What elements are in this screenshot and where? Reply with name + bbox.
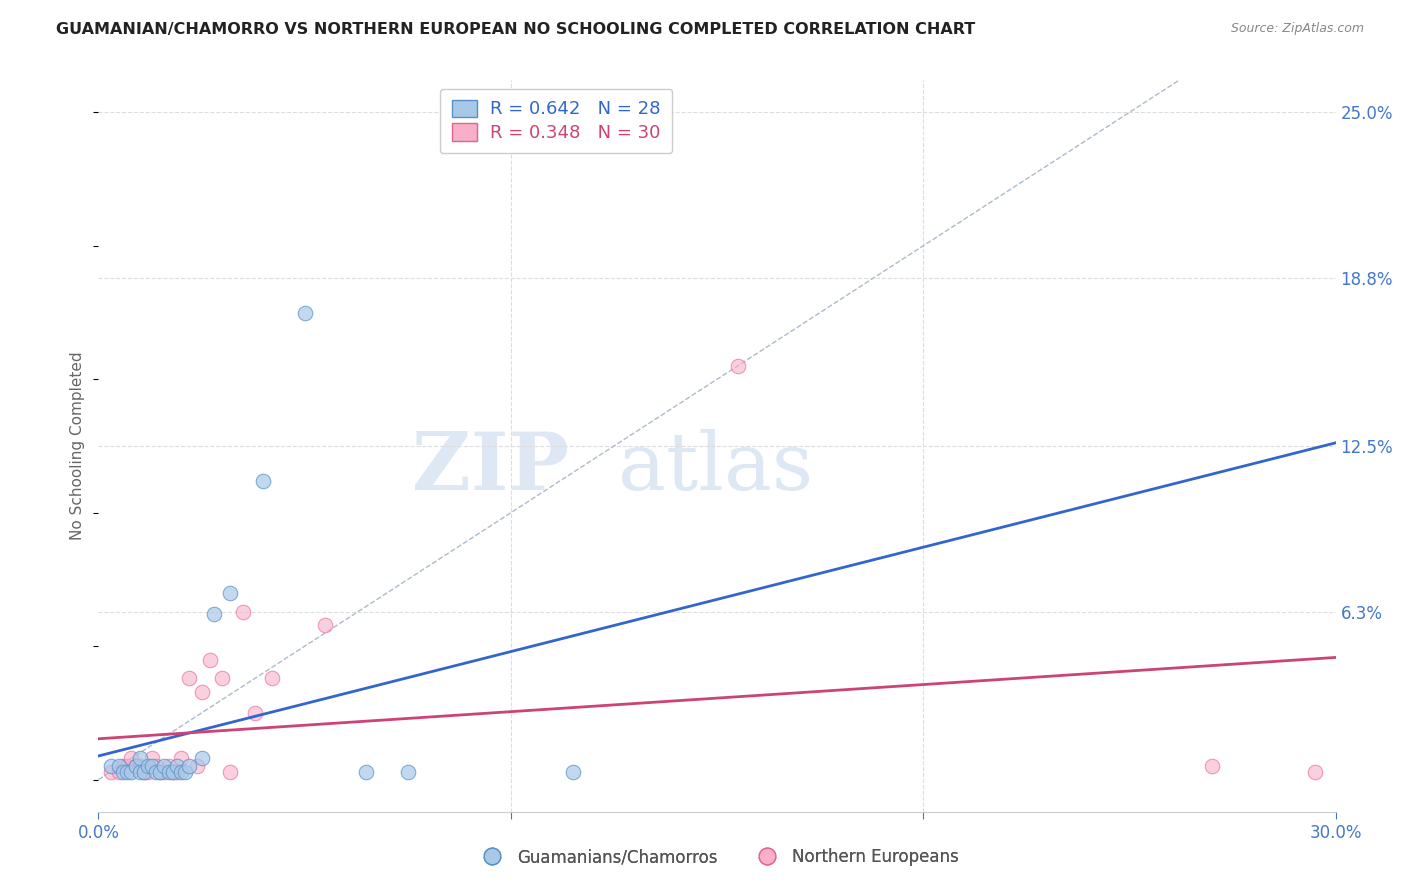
Text: atlas: atlas (619, 429, 813, 507)
Point (153, 764, 176, 779)
Point (100, 759, 122, 773)
Point (396, 764, 419, 779)
Point (170, 764, 193, 779)
Point (314, 618, 336, 632)
Point (179, 671, 201, 685)
Point (162, 764, 184, 779)
Point (141, 751, 163, 765)
Point (260, 671, 283, 685)
Point (174, 764, 197, 779)
Point (561, 764, 583, 779)
Point (219, 586, 242, 600)
Text: GUAMANIAN/CHAMORRO VS NORTHERN EUROPEAN NO SCHOOLING COMPLETED CORRELATION CHART: GUAMANIAN/CHAMORRO VS NORTHERN EUROPEAN … (56, 22, 976, 37)
Point (145, 764, 167, 779)
Point (727, 359, 749, 373)
Legend: Guamanians/Chamorros, Northern Europeans: Guamanians/Chamorros, Northern Europeans (468, 841, 966, 873)
Point (124, 759, 146, 773)
Point (1303, 764, 1326, 779)
Point (190, 751, 212, 765)
Point (166, 759, 188, 773)
Point (112, 764, 135, 779)
Point (186, 759, 208, 773)
Point (136, 764, 159, 779)
Point (112, 759, 135, 773)
Point (170, 751, 193, 765)
Point (108, 764, 131, 779)
Point (211, 671, 233, 685)
Point (108, 759, 131, 773)
Point (124, 759, 146, 773)
Point (117, 764, 139, 779)
Point (166, 764, 188, 779)
Point (132, 764, 155, 779)
Point (120, 751, 142, 765)
Point (219, 764, 242, 779)
Point (157, 759, 180, 773)
Point (117, 759, 139, 773)
Point (145, 759, 167, 773)
Point (132, 764, 155, 779)
Point (128, 764, 150, 779)
Point (120, 764, 142, 779)
Point (162, 764, 184, 779)
Point (157, 764, 180, 779)
Point (128, 751, 150, 765)
Point (100, 764, 122, 779)
Point (294, 305, 316, 319)
Point (190, 684, 212, 698)
Point (128, 759, 150, 773)
Text: Source: ZipAtlas.com: Source: ZipAtlas.com (1230, 22, 1364, 36)
Point (202, 607, 225, 622)
Point (136, 759, 159, 773)
Point (232, 605, 254, 619)
Text: ZIP: ZIP (412, 429, 568, 507)
Point (153, 759, 176, 773)
Point (252, 474, 274, 488)
Point (179, 759, 201, 773)
Point (243, 706, 266, 720)
Point (198, 652, 221, 666)
Y-axis label: No Schooling Completed: No Schooling Completed (70, 351, 86, 541)
Point (141, 759, 163, 773)
Point (356, 764, 378, 779)
Point (149, 764, 172, 779)
Point (149, 764, 172, 779)
Point (1201, 759, 1223, 773)
